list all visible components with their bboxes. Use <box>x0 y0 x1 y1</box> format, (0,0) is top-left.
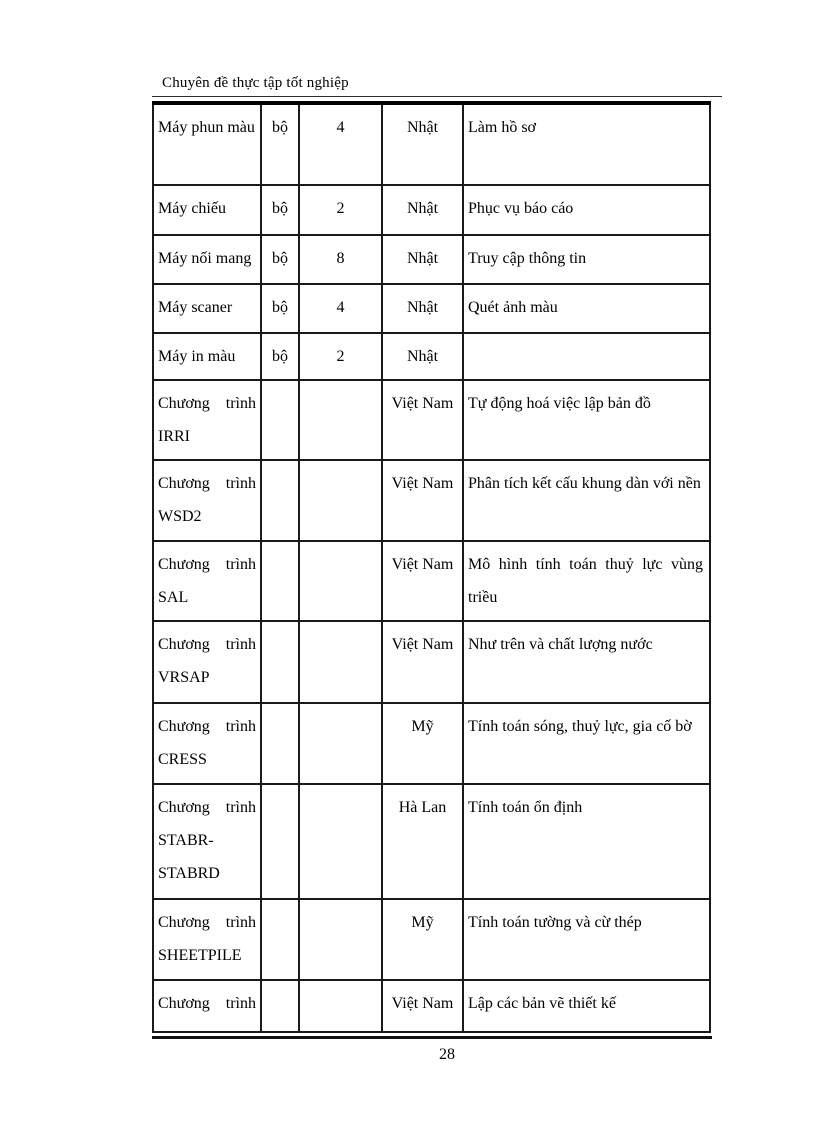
table-row: Máy scaner bộ 4 Nhật Quét ảnh màu <box>152 283 711 334</box>
table-cell: Tính toán tường và cừ thép <box>462 898 711 981</box>
footer-divider <box>152 1036 712 1039</box>
table-cell: bộ <box>260 101 300 186</box>
table-cell <box>260 459 300 542</box>
table-cell: Máy nối mang <box>152 234 262 285</box>
table-cell <box>298 783 383 900</box>
table-cell <box>298 379 383 461</box>
table-cell: Chương trình STABR- STABRD <box>152 783 262 900</box>
table-cell: Quét ảnh màu <box>462 283 711 334</box>
table-cell: Nhật <box>381 101 464 186</box>
table-cell: Nhật <box>381 234 464 285</box>
table-cell: Lập các bản vẽ thiết kế <box>462 979 711 1033</box>
table-cell: 4 <box>298 283 383 334</box>
table-cell: Truy cập thông tin <box>462 234 711 285</box>
table-body: Máy phun màu bộ 4 Nhật Làm hồ sơ Máy chiếu bộ 2… <box>152 101 711 1033</box>
table-cell: Chương trình CRESS <box>152 702 262 785</box>
table-row: Chương trình IRRI Việt Nam Tự động hoá việ… <box>152 379 711 461</box>
table-cell: bộ <box>260 283 300 334</box>
table-cell <box>298 702 383 785</box>
table-cell: Máy phun màu <box>152 101 262 186</box>
table-cell: Mỹ <box>381 702 464 785</box>
table-cell: Nhật <box>381 283 464 334</box>
table-cell: Chương trình <box>152 979 262 1033</box>
table-cell: Việt Nam <box>381 979 464 1033</box>
table-cell: bộ <box>260 184 300 236</box>
table-cell <box>298 898 383 981</box>
table-cell: Nhật <box>381 332 464 381</box>
table-cell: Việt Nam <box>381 540 464 622</box>
table-cell <box>260 540 300 622</box>
table-cell: 2 <box>298 332 383 381</box>
table-cell: Mỹ <box>381 898 464 981</box>
table-cell: bộ <box>260 332 300 381</box>
table-cell <box>260 620 300 704</box>
table-cell: Máy scaner <box>152 283 262 334</box>
table-cell: 4 <box>298 101 383 186</box>
table-cell <box>260 702 300 785</box>
table-cell: Máy chiếu <box>152 184 262 236</box>
table-cell: Tính toán ổn định <box>462 783 711 900</box>
equipment-software-table: Máy phun màu bộ 4 Nhật Làm hồ sơ Máy chiếu bộ 2… <box>152 101 711 1033</box>
table-cell: Việt Nam <box>381 459 464 542</box>
table-cell: Hà Lan <box>381 783 464 900</box>
table-cell: Việt Nam <box>381 379 464 461</box>
table-cell <box>298 459 383 542</box>
table-row: Máy nối mang bộ 8 Nhật Truy cập thông tin <box>152 234 711 285</box>
table-cell <box>298 620 383 704</box>
table-cell: Mô hình tính toán thuỷ lực vùng triều <box>462 540 711 622</box>
table-row: Chương trình VRSAP Việt Nam Như trên và ch… <box>152 620 711 704</box>
table-cell: bộ <box>260 234 300 285</box>
table-cell <box>462 332 711 381</box>
table-cell <box>260 379 300 461</box>
table-cell: Phân tích kết cấu khung dàn với nền <box>462 459 711 542</box>
table-cell: Phục vụ báo cáo <box>462 184 711 236</box>
table-row: Chương trình CRESS Mỹ Tính toán sóng, thuỷ… <box>152 702 711 785</box>
table-cell: Chương trình VRSAP <box>152 620 262 704</box>
table-cell: Máy in màu <box>152 332 262 381</box>
table-cell: Chương trình SHEETPILE <box>152 898 262 981</box>
table-row: Máy in màu bộ 2 Nhật <box>152 332 711 381</box>
table-cell <box>298 540 383 622</box>
table-cell: Tính toán sóng, thuỷ lực, gia cố bờ <box>462 702 711 785</box>
page-header: Chuyên đề thực tập tốt nghiệp <box>152 75 722 97</box>
table-cell <box>260 898 300 981</box>
table-cell: Việt Nam <box>381 620 464 704</box>
page-number: 28 <box>439 1046 455 1063</box>
table-row: Chương trình SAL Việt Nam Mô hình tính toá… <box>152 540 711 622</box>
table-cell: Chương trình WSD2 <box>152 459 262 542</box>
table-row: Chương trình WSD2 Việt Nam Phân tích kết c… <box>152 459 711 542</box>
table-cell: Tự động hoá việc lập bản đồ <box>462 379 711 461</box>
table-row: Chương trình Việt Nam Lập các bản vẽ thiết… <box>152 979 711 1033</box>
table-cell: Làm hồ sơ <box>462 101 711 186</box>
table-cell: 8 <box>298 234 383 285</box>
table-cell: Chương trình SAL <box>152 540 262 622</box>
table-cell: Như trên và chất lượng nước <box>462 620 711 704</box>
table-cell <box>298 979 383 1033</box>
table-row: Chương trình SHEETPILE Mỹ Tính toán tường … <box>152 898 711 981</box>
table-row: Máy phun màu bộ 4 Nhật Làm hồ sơ <box>152 101 711 186</box>
table-cell <box>260 979 300 1033</box>
table-cell: Nhật <box>381 184 464 236</box>
table-row: Chương trình STABR- STABRD Hà Lan Tính toá… <box>152 783 711 900</box>
page-header-text: Chuyên đề thực tập tốt nghiệp <box>162 75 349 91</box>
table-cell: Chương trình IRRI <box>152 379 262 461</box>
table-cell <box>260 783 300 900</box>
table-cell: 2 <box>298 184 383 236</box>
table-row: Máy chiếu bộ 2 Nhật Phục vụ báo cáo <box>152 184 711 236</box>
